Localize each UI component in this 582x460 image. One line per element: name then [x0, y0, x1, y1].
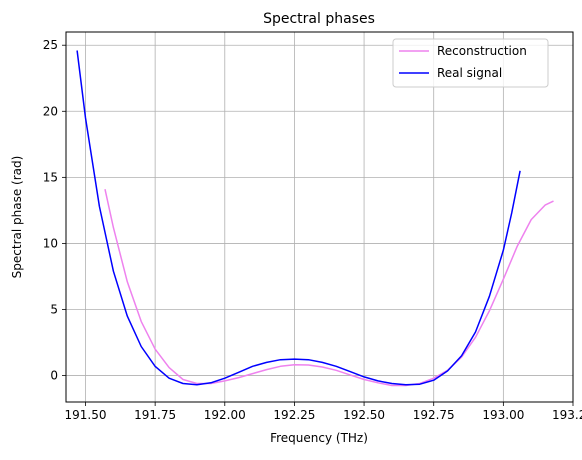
y-axis-label: Spectral phase (rad)	[10, 156, 24, 279]
y-tick-label: 5	[50, 303, 58, 317]
x-tick-label: 191.50	[65, 408, 107, 422]
x-tick-label: 192.75	[413, 408, 455, 422]
series-line-real-signal	[77, 51, 520, 385]
chart-title: Spectral phases	[263, 11, 375, 27]
y-tick-label: 15	[43, 170, 58, 184]
y-tick-label: 20	[43, 104, 58, 118]
x-tick-label: 191.75	[134, 408, 176, 422]
x-tick-label: 193.00	[482, 408, 524, 422]
series-line-reconstruction	[105, 189, 554, 385]
series-lines	[77, 51, 553, 386]
y-tick-label: 10	[43, 236, 58, 250]
y-tick-label: 25	[43, 38, 58, 52]
legend-label-real-signal: Real signal	[437, 66, 502, 80]
y-tick-label: 0	[50, 369, 58, 383]
legend-label-reconstruction: Reconstruction	[437, 44, 527, 58]
x-tick-label: 192.00	[204, 408, 246, 422]
legend: Reconstruction Real signal	[393, 39, 548, 87]
x-axis-label: Frequency (THz)	[270, 431, 368, 445]
y-axis-ticks: 0 5 10 15 20 25	[43, 38, 66, 382]
x-tick-label: 193.25	[552, 408, 582, 422]
x-axis-ticks: 191.50 191.75 192.00 192.25 192.50 192.75 193.…	[65, 402, 582, 422]
x-tick-label: 192.50	[343, 408, 385, 422]
x-tick-label: 192.25	[273, 408, 315, 422]
